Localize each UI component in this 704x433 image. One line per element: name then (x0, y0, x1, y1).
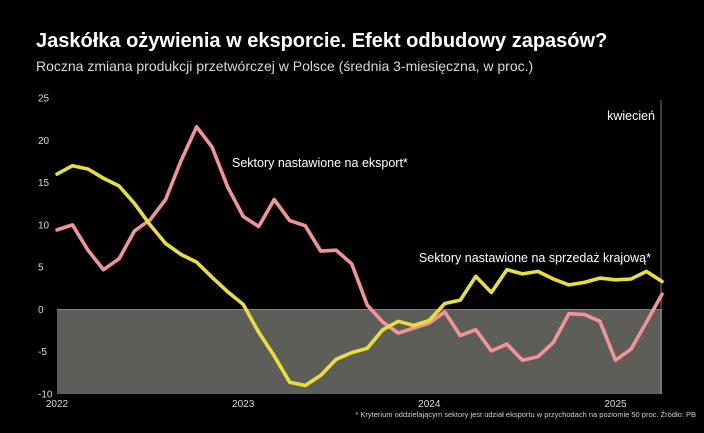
y-tick-label: 10 (38, 220, 50, 231)
y-tick-label: 15 (38, 178, 50, 189)
series-line-export (55, 125, 664, 362)
series-layer (55, 125, 664, 388)
label-layer: kwiecień Sektory nastawione na eksport* Se… (232, 109, 655, 265)
series-line-domestic (55, 163, 664, 388)
x-tick-label: 2024 (418, 399, 441, 410)
x-tick-label: 2025 (604, 399, 627, 410)
chart-subtitle: Roczna zmiana produkcji przetwórczej w P… (36, 58, 534, 74)
y-tick-label: 5 (38, 263, 44, 274)
source-footnote: * Kryterium oddzielającym sektory jest u… (355, 410, 696, 419)
chart-title: Jaskółka ożywienia w eksporcie. Efekt od… (36, 30, 608, 52)
series-label-domestic: Sektory nastawione na sprzedaż krajową* (419, 251, 651, 265)
y-tick-label: 25 (38, 94, 50, 105)
x-tick-label: 2022 (46, 399, 69, 410)
y-tick-label: -10 (38, 390, 53, 401)
series-label-export: Sektory nastawione na eksport* (232, 156, 408, 170)
y-tick-label: -5 (38, 347, 47, 358)
x-tick-label: 2023 (232, 399, 255, 410)
y-tick-label: 0 (38, 305, 44, 316)
latest-month-marker-label: kwiecień (607, 109, 655, 123)
y-tick-label: 20 (38, 136, 50, 147)
